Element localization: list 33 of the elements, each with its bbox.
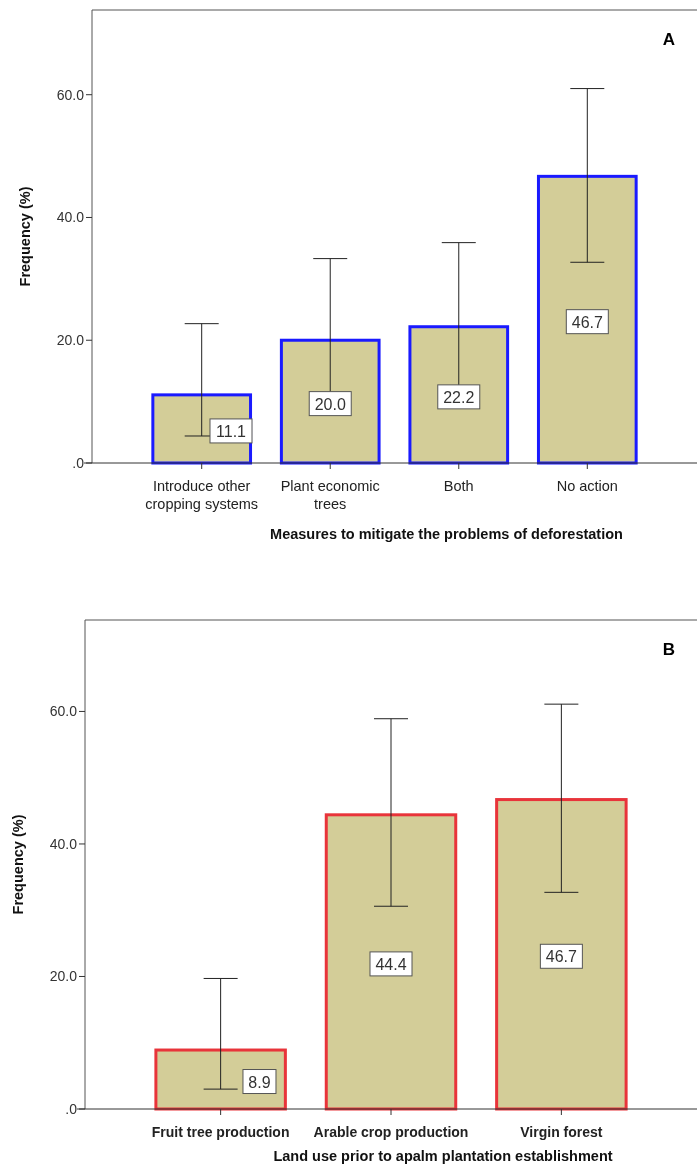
bar (324, 813, 458, 1111)
data-label: 46.7 (571, 313, 603, 331)
x-tick-label: Arable crop production (313, 1124, 469, 1140)
x-tick-label: Virgin forest (520, 1124, 603, 1140)
annotation: A (662, 30, 675, 49)
x-axis-title: Measures to mitigate the problems of deforestation (270, 526, 623, 542)
y-tick-label: 20.0 (56, 332, 85, 349)
data-label: 8.9 (248, 1073, 271, 1091)
y-tick-label: 40.0 (49, 835, 78, 852)
y-tick-label: .0 (65, 1101, 78, 1117)
bar (536, 174, 638, 465)
data-label: 44.4 (375, 955, 407, 973)
y-tick-label: 40.0 (56, 209, 85, 226)
y-tick-label: 20.0 (49, 968, 78, 985)
x-tick-label: Fruit tree production (151, 1124, 290, 1140)
y-tick-label: .0 (72, 455, 85, 471)
y-tick-label: 60.0 (49, 703, 78, 720)
x-tick-label: No action (556, 478, 618, 494)
bar (279, 338, 381, 465)
y-axis-title: Frequency (%) (10, 814, 26, 915)
bar (408, 325, 510, 465)
x-tick-label: Plant economic trees (280, 478, 380, 512)
y-tick-label: 60.0 (56, 86, 85, 103)
y-axis-title: Frequency (%) (17, 186, 33, 287)
x-tick-label: Both (443, 478, 474, 494)
bar (495, 798, 628, 1111)
data-label: 20.0 (314, 395, 346, 413)
x-axis-title: Land use prior to apalm plantation establishment (273, 1148, 613, 1164)
x-tick-label: Introduce other cropping systems (145, 478, 259, 512)
data-label: 46.7 (545, 948, 578, 966)
annotation: B (662, 640, 675, 659)
data-label: 22.2 (443, 388, 475, 406)
data-label: 11.1 (216, 422, 247, 440)
